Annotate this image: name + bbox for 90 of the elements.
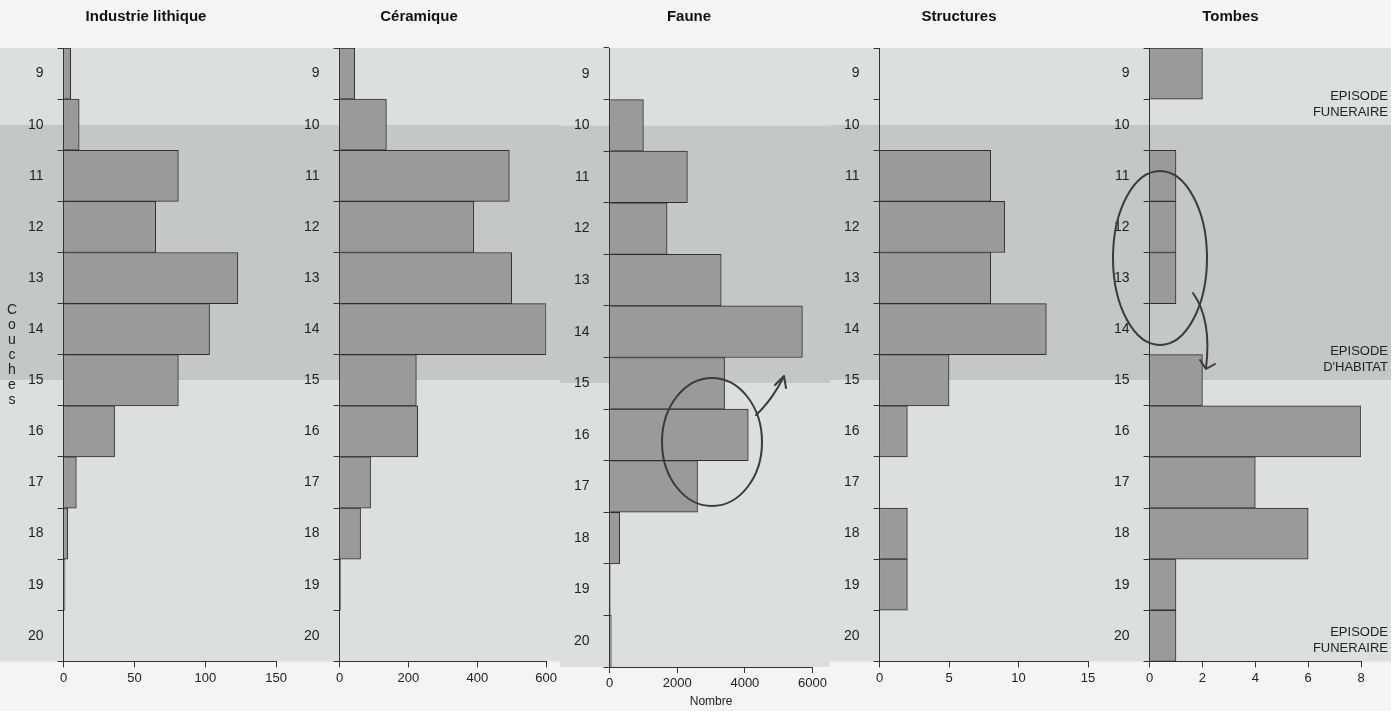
x-tick-label: 4000 [730, 675, 760, 691]
y-tick-label: 13 [1113, 268, 1130, 285]
y-tick-label: 16 [1113, 422, 1130, 439]
y-tick-label: 11 [29, 166, 44, 183]
y-tick-label: 19 [1113, 575, 1130, 592]
band-label: EPISODE FUNERAIRE [1312, 87, 1389, 119]
chart-title: Structures [921, 7, 997, 25]
y-axis-title: Couches [6, 300, 18, 407]
chart-title: Tombes [1202, 7, 1259, 25]
y-tick-label: 17 [843, 473, 860, 490]
y-tick-label: 16 [27, 422, 44, 439]
y-tick-label: 9 [581, 64, 590, 81]
x-tick-label: 10 [1011, 669, 1026, 685]
y-tick-label: 10 [573, 116, 590, 133]
y-tick-label: 19 [303, 575, 320, 592]
x-tick-label: 2000 [662, 675, 692, 691]
x-tick-label: 15 [1080, 669, 1096, 685]
y-tick-label: 18 [573, 528, 590, 545]
x-tick-label: 0 [1145, 669, 1154, 685]
y-tick-label: 11 [845, 166, 860, 183]
x-tick-label: 5 [945, 669, 953, 685]
y-tick-label: 9 [311, 64, 320, 81]
x-tick-label: 0 [335, 669, 344, 685]
y-tick-label: 10 [1113, 115, 1130, 132]
y-tick-label: 16 [573, 425, 590, 442]
x-tick-label: 600 [535, 669, 558, 685]
y-tick-label: 17 [27, 473, 44, 490]
y-tick-label: 16 [303, 422, 320, 439]
y-tick-label: 12 [843, 217, 860, 234]
y-tick-label: 17 [303, 473, 320, 490]
x-tick-label: 4 [1251, 669, 1259, 685]
y-tick-label: 20 [27, 626, 44, 643]
band-label: EPISODE FUNERAIRE [1312, 624, 1389, 656]
y-tick-label: 13 [303, 268, 320, 285]
x-tick-label: 100 [194, 669, 217, 685]
y-tick-label: 19 [573, 580, 590, 597]
x-tick-label: 8 [1357, 669, 1365, 685]
x-tick-label: 6 [1304, 669, 1312, 685]
y-tick-label: 10 [303, 115, 320, 132]
chart-title: Industrie lithique [85, 7, 207, 25]
y-tick-label: 10 [27, 115, 44, 132]
y-tick-label: 14 [573, 322, 590, 339]
y-tick-label: 14 [843, 320, 860, 336]
y-tick-label: 20 [573, 632, 590, 649]
y-tick-label: 18 [843, 524, 860, 541]
y-tick-label: 10 [843, 115, 860, 132]
x-tick-label: 400 [466, 669, 489, 685]
y-tick-label: 18 [27, 524, 44, 541]
y-tick-label: 20 [843, 626, 860, 643]
y-tick-label: 9 [35, 64, 44, 81]
x-tick-label: 0 [59, 669, 68, 685]
x-tick-label: 200 [397, 669, 420, 685]
y-tick-label: 11 [1115, 166, 1130, 183]
band-label: EPISODE D'HABITAT [1323, 343, 1389, 375]
x-tick-label: 0 [875, 669, 884, 685]
x-tick-label: 6000 [798, 675, 827, 691]
x-tick-label: 0 [605, 675, 614, 691]
y-tick-label: 16 [843, 422, 860, 439]
y-tick-label: 14 [1113, 320, 1130, 336]
y-tick-label: 15 [843, 371, 860, 388]
y-tick-label: 14 [27, 320, 44, 336]
y-tick-label: 14 [303, 320, 320, 336]
y-tick-label: 20 [303, 626, 320, 643]
y-tick-label: 19 [27, 575, 44, 592]
y-tick-label: 18 [1113, 524, 1130, 541]
y-tick-label: 12 [303, 217, 320, 234]
y-tick-label: 13 [843, 268, 860, 285]
y-tick-label: 15 [303, 371, 320, 388]
y-tick-label: 19 [843, 575, 860, 592]
y-tick-label: 18 [303, 524, 320, 541]
x-tick-label: 2 [1198, 669, 1207, 685]
y-tick-label: 15 [573, 374, 590, 391]
y-tick-label: 15 [27, 371, 44, 388]
y-tick-label: 17 [573, 477, 590, 494]
x-tick-label: 50 [127, 669, 142, 685]
x-tick-label: 150 [265, 669, 288, 685]
y-tick-label: 11 [305, 166, 320, 183]
y-tick-label: 9 [851, 64, 860, 81]
x-axis-title: Nombre [689, 694, 733, 709]
y-tick-label: 13 [573, 270, 590, 287]
y-tick-label: 11 [575, 167, 590, 184]
chart-title: Faune [666, 7, 712, 25]
y-tick-label: 17 [1113, 473, 1130, 490]
y-tick-label: 20 [1113, 626, 1130, 643]
y-tick-label: 15 [1113, 371, 1130, 388]
y-tick-label: 9 [1121, 64, 1130, 81]
y-tick-label: 12 [573, 219, 590, 236]
y-tick-label: 12 [27, 217, 44, 234]
y-tick-label: 13 [27, 268, 44, 285]
chart-title: Céramique [380, 7, 458, 25]
